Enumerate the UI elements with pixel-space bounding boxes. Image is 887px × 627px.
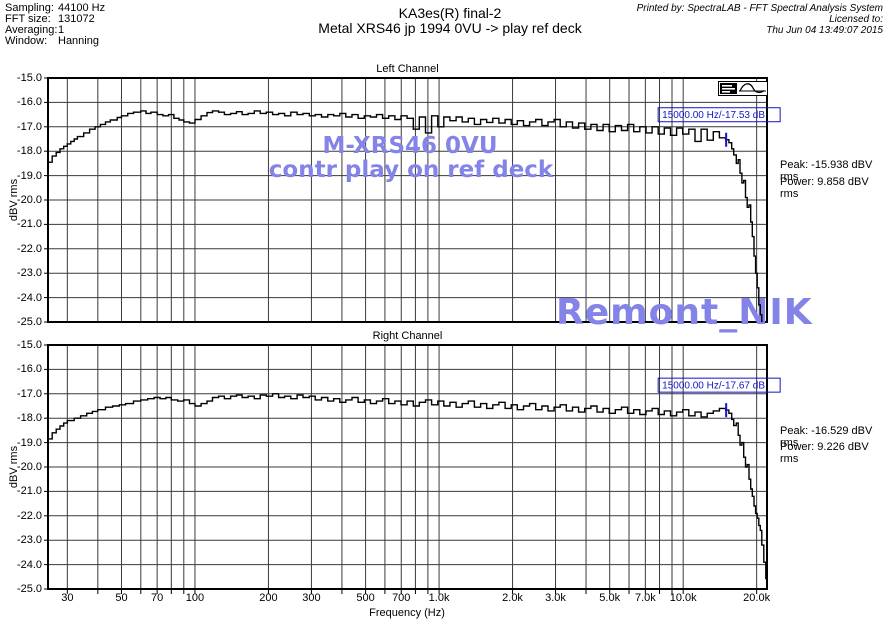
y-tick-label: -25.0: [16, 583, 42, 595]
cursor-readout-box: [657, 107, 781, 123]
x-tick-label: 200: [259, 592, 278, 604]
setting-value: Hanning: [58, 35, 99, 47]
print-datetime: Thu Jun 04 13:49:07 2015: [766, 25, 883, 36]
plot-border: [47, 344, 768, 590]
setting-sampling: Sampling: 44100 Hz: [5, 3, 105, 14]
y-tick-label: -19.0: [16, 436, 42, 449]
x-tick-label: 20.0k: [743, 592, 771, 604]
page-title: KA3es(R) final-2 Metal XRS46 jp 1994 0VU…: [133, 6, 767, 36]
y-tick-label: -24.0: [16, 291, 42, 304]
x-axis-label: Frequency (Hz): [369, 607, 445, 619]
setting-label: FFT size:: [5, 13, 51, 25]
analysis-settings: Sampling: 44100 Hz FFT size: 131072 Aver…: [5, 3, 105, 47]
spectrum-trace-right: [48, 393, 767, 580]
y-tick-label: -19.0: [16, 169, 42, 182]
x-tick-label: 5.0k: [599, 592, 621, 604]
x-tick-label: 3.0k: [545, 592, 566, 604]
y-tick-label: -16.0: [16, 96, 42, 109]
cursor-readout: 15000.00 Hz/-17.67 dB: [662, 381, 765, 392]
x-tick-label: 500: [356, 592, 375, 604]
x-tick-label: 10.0k: [669, 592, 697, 604]
plot-corner-toolbar: [718, 81, 768, 96]
x-tick-label: 2.0k: [502, 592, 523, 604]
licensed-to: Licensed to:: [829, 14, 883, 25]
setting-averaging: Averaging: 1: [5, 25, 105, 36]
y-tick-label: -18.0: [16, 412, 42, 425]
x-tick-label: 50: [115, 592, 128, 604]
y-tick-label: -21.0: [16, 218, 42, 231]
chart-title-left-channel: Left Channel: [376, 63, 439, 75]
left-peak-readout: Peak: -15.938 dBV rms: [780, 159, 873, 183]
setting-value: 1: [58, 24, 65, 36]
x-tick-label: 30: [61, 592, 74, 604]
setting-label: Window:: [5, 35, 48, 47]
y-tick-label: -15.0: [16, 72, 42, 84]
spectrum-list-icon: [720, 83, 737, 94]
watermark-line-1: M-XRS46 0VU: [322, 133, 498, 159]
left-power-readout: Power: 9.858 dBV rms: [780, 176, 869, 200]
right-power-readout: Power: 9.226 dBV rms: [780, 441, 869, 465]
y-tick-label: -22.0: [16, 509, 42, 522]
cursor-readout-box: [657, 377, 781, 393]
x-tick-label: 1.0k: [428, 592, 450, 604]
y-tick-label: -25.0: [16, 316, 42, 328]
plot-border: [47, 77, 768, 323]
x-tick-label: 700: [392, 592, 411, 604]
watermark-line-2: contr play on ref deck: [268, 157, 554, 183]
setting-value: 44100 Hz: [58, 2, 106, 14]
y-tick-label: -21.0: [16, 485, 42, 498]
title-line-2: Metal XRS46 jp 1994 0VU -> play ref deck: [318, 20, 582, 36]
setting-label: Sampling:: [5, 2, 54, 14]
title-line-1: KA3es(R) final-2: [398, 5, 502, 21]
y-tick-label: -18.0: [16, 145, 42, 158]
chart-title-right-channel: Right Channel: [372, 330, 443, 342]
printed-by: Printed by: SpectraLAB - FFT Spectral An…: [636, 3, 883, 14]
setting-label: Averaging:: [5, 24, 58, 36]
y-tick-label: -23.0: [16, 534, 42, 547]
x-tick-label: 70: [151, 592, 164, 604]
x-tick-label: 7.0k: [634, 592, 656, 604]
y-tick-label: -20.0: [16, 194, 42, 206]
setting-fft-size: FFT size: 131072: [5, 14, 105, 25]
watermark-big: Remont_NIK: [556, 292, 813, 333]
setting-value: 131072: [58, 13, 95, 25]
y-tick-label: -23.0: [16, 267, 42, 280]
y-tick-label: -16.0: [16, 363, 42, 376]
right-peak-readout: Peak: -16.529 dBV rms: [780, 425, 873, 449]
y-tick-label: -22.0: [16, 242, 42, 255]
y-tick-label: -20.0: [16, 461, 42, 473]
print-info: Printed by: SpectraLAB - FFT Spectral An…: [637, 3, 883, 36]
plot-corner-toolbar-graphic: [718, 81, 768, 96]
setting-window: Window: Hanning: [5, 36, 105, 47]
y-tick-label: -17.0: [16, 120, 42, 133]
x-tick-label: 100: [185, 592, 205, 604]
cursor-readout: 15000.00 Hz/-17.53 dB: [662, 110, 765, 121]
sine-wave-icon: [739, 83, 766, 94]
x-tick-label: 300: [302, 592, 321, 604]
y-tick-label: -15.0: [16, 339, 42, 351]
y-tick-label: -24.0: [16, 558, 42, 571]
y-tick-label: -17.0: [16, 387, 42, 400]
